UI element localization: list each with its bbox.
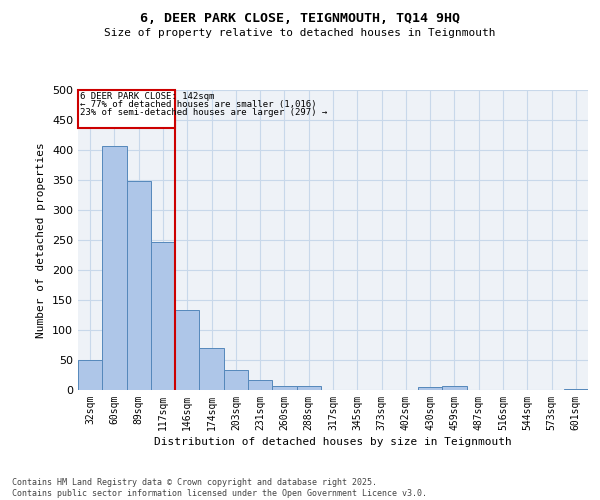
Bar [272,386,296,390]
Bar [564,389,588,390]
Bar [78,90,175,128]
Text: ← 77% of detached houses are smaller (1,016): ← 77% of detached houses are smaller (1,… [80,100,316,109]
Bar [151,242,175,390]
Bar [296,386,321,390]
Bar [175,310,199,390]
Bar [127,181,151,390]
Text: 23% of semi-detached houses are larger (297) →: 23% of semi-detached houses are larger (… [80,108,327,117]
Text: 6, DEER PARK CLOSE, TEIGNMOUTH, TQ14 9HQ: 6, DEER PARK CLOSE, TEIGNMOUTH, TQ14 9HQ [140,12,460,26]
Bar [102,146,127,390]
Bar [418,387,442,390]
Bar [199,348,224,390]
Text: Size of property relative to detached houses in Teignmouth: Size of property relative to detached ho… [104,28,496,38]
Bar [78,360,102,390]
Bar [248,380,272,390]
Bar [442,386,467,390]
Y-axis label: Number of detached properties: Number of detached properties [37,142,46,338]
X-axis label: Distribution of detached houses by size in Teignmouth: Distribution of detached houses by size … [154,437,512,447]
Bar [224,370,248,390]
Text: Contains HM Land Registry data © Crown copyright and database right 2025.
Contai: Contains HM Land Registry data © Crown c… [12,478,427,498]
Text: 6 DEER PARK CLOSE: 142sqm: 6 DEER PARK CLOSE: 142sqm [80,92,214,102]
